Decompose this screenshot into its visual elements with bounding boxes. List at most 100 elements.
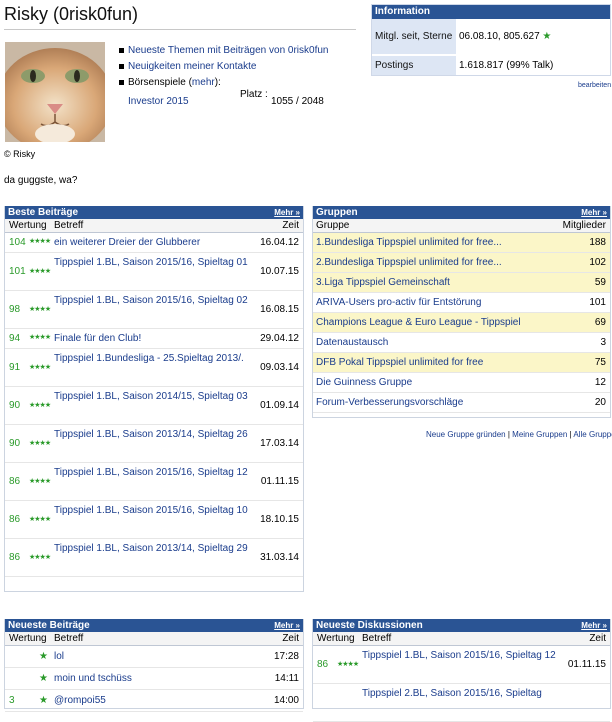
- col-mitglieder[interactable]: Mitglieder: [562, 220, 606, 231]
- col-zeit[interactable]: Zeit: [282, 220, 299, 231]
- group-name-link[interactable]: Champions League & Euro League - Tippspi…: [316, 317, 521, 328]
- col-wertung[interactable]: Wertung: [9, 633, 47, 644]
- latest-discussions-column-header: Wertung Betreff Zeit: [313, 632, 610, 646]
- investor-link[interactable]: Investor 2015: [128, 96, 189, 107]
- post-time: 09.03.14: [260, 362, 299, 373]
- post-subject-link[interactable]: Tippspiel 1.Bundesliga - 25.Spieltag 201…: [54, 353, 244, 364]
- rating-value: 3: [9, 695, 15, 706]
- groups-more-link[interactable]: Mehr »: [581, 208, 607, 217]
- rating-stars-icon: ★: [39, 651, 48, 662]
- table-row[interactable]: 86 ★★★★ Tippspiel 1.BL, Saison 2015/16, Sp…: [5, 501, 303, 539]
- latest-topics-link[interactable]: Neueste Themen mit Beiträgen von 0risk0f…: [118, 44, 358, 60]
- post-subject-link[interactable]: Tippspiel 1.BL, Saison 2015/16, Spieltag…: [54, 295, 248, 306]
- latest-posts-more-link[interactable]: Mehr »: [274, 621, 300, 630]
- table-row[interactable]: 94 ★★★★ Finale für den Club! 29.04.12: [5, 329, 303, 349]
- post-subject-link[interactable]: Tippspiel 1.BL, Saison 2014/15, Spieltag…: [54, 391, 248, 402]
- group-name-link[interactable]: 2.Bundesliga Tippspiel unlimited for fre…: [316, 257, 502, 268]
- postings-label: Postings: [372, 54, 456, 75]
- table-row[interactable]: 3 ★ @rompoi55 14:00: [5, 690, 303, 712]
- table-row[interactable]: 90 ★★★★ Tippspiel 1.BL, Saison 2014/15, Sp…: [5, 387, 303, 425]
- latest-discussions-title: Neueste Diskussionen: [316, 620, 423, 631]
- all-groups-link[interactable]: Alle Gruppen: [573, 430, 612, 439]
- table-row[interactable]: 91 ★★★★ Tippspiel 1.Bundesliga - 25.Spielt…: [5, 349, 303, 387]
- col-gruppe[interactable]: Gruppe: [316, 220, 350, 231]
- post-subject-link[interactable]: Tippspiel 1.BL, Saison 2015/16, Spieltag…: [54, 467, 248, 478]
- best-posts-more-link[interactable]: Mehr »: [274, 208, 300, 217]
- post-subject-link[interactable]: Tippspiel 2.BL, Saison 2015/16, Spieltag: [362, 688, 542, 699]
- new-group-link[interactable]: Neue Gruppe gründen: [426, 430, 506, 439]
- group-name-link[interactable]: Forum-Verbesserungsvorschläge: [316, 397, 464, 408]
- best-posts-column-header: Wertung Betreff Zeit: [5, 219, 303, 233]
- col-betreff[interactable]: Betreff: [362, 633, 392, 644]
- latest-posts-list: ★ lol 17:28 ★ moin und tschüss 14:11 3 ★ @rompoi…: [5, 646, 303, 712]
- group-row[interactable]: Champions League & Euro League - Tippspi…: [313, 313, 610, 333]
- rating-stars-icon: ★★★★: [29, 516, 51, 523]
- post-subject-link[interactable]: Tippspiel 1.BL, Saison 2015/16, Spieltag…: [362, 650, 556, 661]
- col-wertung[interactable]: Wertung: [317, 633, 355, 644]
- group-name-link[interactable]: DFB Pokal Tippspiel unlimited for free: [316, 357, 484, 368]
- post-time: 16.04.12: [260, 237, 299, 248]
- group-row[interactable]: Forum-Verbesserungsvorschläge 20: [313, 393, 610, 413]
- post-subject-link[interactable]: Tippspiel 1.BL, Saison 2015/16, Spieltag…: [54, 257, 248, 268]
- table-row[interactable]: Tippspiel 2.BL, Saison 2015/16, Spieltag: [313, 684, 610, 722]
- group-name-link[interactable]: 1.Bundesliga Tippspiel unlimited for fre…: [316, 237, 502, 248]
- boersenspiele-paren-open: (: [185, 77, 192, 88]
- table-row[interactable]: 104 ★★★★ ein weiterer Dreier der Glubberer…: [5, 233, 303, 253]
- rating-value: 90: [9, 438, 21, 449]
- group-name-link[interactable]: Die Guinness Gruppe: [316, 377, 413, 388]
- col-betreff[interactable]: Betreff: [54, 633, 84, 644]
- rating-stars-icon: ★★★★: [29, 306, 51, 313]
- latest-discussions-more-link[interactable]: Mehr »: [581, 621, 607, 630]
- col-wertung[interactable]: Wertung: [9, 220, 47, 231]
- table-row[interactable]: 86 ★★★★ Tippspiel 1.BL, Saison 2015/16, Sp…: [313, 646, 610, 684]
- boersenspiele-mehr-link[interactable]: mehr: [191, 77, 215, 88]
- table-row[interactable]: ★ moin und tschüss 14:11: [5, 668, 303, 690]
- rating-stars-icon: ★★★★: [29, 364, 51, 371]
- profile-links: Neueste Themen mit Beiträgen von 0risk0f…: [118, 44, 358, 92]
- group-row[interactable]: 3.Liga Tippspiel Gemeinschaft 59: [313, 273, 610, 293]
- group-member-count: 75: [594, 357, 606, 368]
- group-row[interactable]: Die Guinness Gruppe 12: [313, 373, 610, 393]
- col-betreff[interactable]: Betreff: [54, 220, 84, 231]
- edit-link[interactable]: bearbeiten: [578, 82, 612, 89]
- group-row[interactable]: DFB Pokal Tippspiel unlimited for free 75: [313, 353, 610, 373]
- group-row[interactable]: Datenaustausch 3: [313, 333, 610, 353]
- group-row[interactable]: 2.Bundesliga Tippspiel unlimited for fre…: [313, 253, 610, 273]
- group-links-sep-2: |: [567, 430, 574, 439]
- col-zeit[interactable]: Zeit: [589, 633, 606, 644]
- post-subject-link[interactable]: Tippspiel 1.BL, Saison 2015/16, Spieltag…: [54, 505, 248, 516]
- table-row[interactable]: ★ lol 17:28: [5, 646, 303, 668]
- rating-value: 98: [9, 304, 21, 315]
- post-subject-link[interactable]: Finale für den Club!: [54, 333, 142, 344]
- table-row[interactable]: 98 ★★★★ Tippspiel 1.BL, Saison 2015/16, Sp…: [5, 291, 303, 329]
- group-name-link[interactable]: Datenaustausch: [316, 337, 389, 348]
- table-row[interactable]: 90 ★★★★ Tippspiel 1.BL, Saison 2013/14, Sp…: [5, 425, 303, 463]
- post-subject-link[interactable]: Tippspiel 1.BL, Saison 2013/14, Spieltag…: [54, 429, 248, 440]
- group-name-link[interactable]: ARIVA-Users pro-activ für Entstörung: [316, 297, 482, 308]
- post-subject-link[interactable]: Tippspiel 1.BL, Saison 2013/14, Spieltag…: [54, 543, 248, 554]
- post-subject-link[interactable]: lol: [54, 651, 65, 662]
- post-time: 14:00: [273, 695, 299, 706]
- post-time: 17:28: [273, 651, 299, 662]
- group-row[interactable]: 1.Bundesliga Tippspiel unlimited for fre…: [313, 233, 610, 253]
- latest-posts-title: Neueste Beiträge: [8, 620, 90, 631]
- my-groups-link[interactable]: Meine Gruppen: [512, 430, 568, 439]
- table-row[interactable]: 101 ★★★★ Tippspiel 1.BL, Saison 2015/16, S…: [5, 253, 303, 291]
- post-subject-link[interactable]: ein weiterer Dreier der Glubberer: [54, 237, 201, 248]
- table-row[interactable]: 86 ★★★★ Tippspiel 1.BL, Saison 2015/16, Sp…: [5, 463, 303, 501]
- col-zeit[interactable]: Zeit: [282, 633, 299, 644]
- table-row[interactable]: 86 ★★★★ Tippspiel 1.BL, Saison 2013/14, Sp…: [5, 539, 303, 577]
- groups-header: Gruppen Mehr »: [313, 206, 610, 219]
- group-member-count: 101: [589, 297, 606, 308]
- group-row[interactable]: ARIVA-Users pro-activ für Entstörung 101: [313, 293, 610, 313]
- post-subject-link[interactable]: moin und tschüss: [54, 673, 132, 684]
- rating-value: 104: [9, 237, 26, 248]
- contacts-news-link[interactable]: Neuigkeiten meiner Kontakte: [118, 60, 358, 76]
- rating-value: 86: [9, 514, 21, 525]
- post-time: 10.07.15: [260, 266, 299, 277]
- avatar-caption: © Risky: [4, 149, 36, 159]
- group-name-link[interactable]: 3.Liga Tippspiel Gemeinschaft: [316, 277, 450, 288]
- post-subject-link[interactable]: @rompoi55: [54, 695, 106, 706]
- group-member-count: 12: [594, 377, 606, 388]
- groups-column-header: Gruppe Mitglieder: [313, 219, 610, 233]
